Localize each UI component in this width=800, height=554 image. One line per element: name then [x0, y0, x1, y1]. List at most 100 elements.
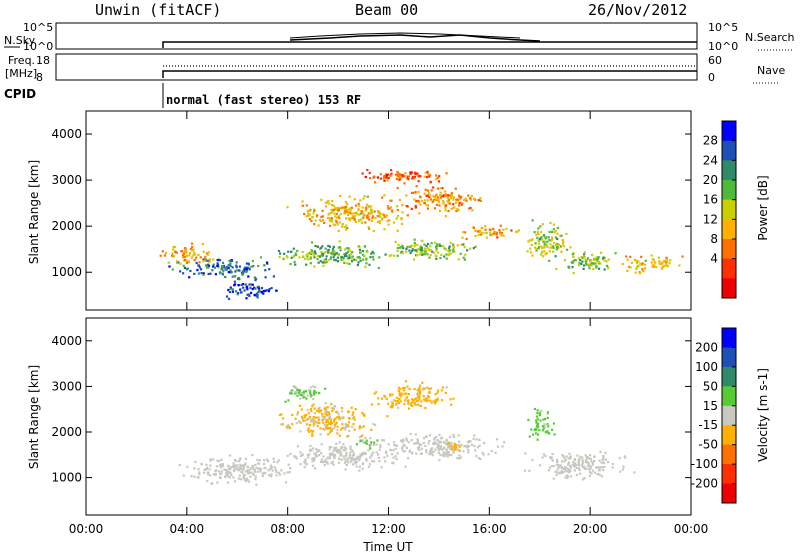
scatter-cell-4-180	[344, 201, 347, 204]
scatter-cell-1-47	[351, 463, 355, 466]
y-tick-label-2: 3000	[51, 173, 82, 187]
scatter-cell-5-131	[397, 406, 400, 409]
scatter-cell-5-81	[439, 191, 442, 194]
scatter-cell-3-123	[549, 456, 552, 459]
scatter-cell-6-27	[499, 224, 502, 227]
scatter-cell-2-94	[313, 265, 316, 268]
x-tick-label-4: 16:00	[472, 522, 507, 536]
scatter-cell-3-63	[589, 454, 592, 457]
scatter-cell-2-173	[405, 437, 408, 440]
scatter-cell-6-33	[295, 386, 298, 390]
scatter-cell-4-69	[321, 413, 324, 416]
scatter-cell-5-112	[432, 199, 435, 202]
scatter-cell-5-107	[444, 204, 447, 208]
colorbar-swatch-8	[722, 483, 736, 504]
scatter-cell-3-53	[564, 476, 567, 479]
scatter-cell-5-128	[414, 204, 417, 208]
scatter-cell-2-117	[346, 262, 349, 265]
scatter-cell-2-128	[316, 254, 319, 257]
scatter-cell-3-62	[551, 459, 554, 462]
scatter-cell-0-70	[197, 264, 201, 267]
scatter-cell-5-58	[446, 200, 449, 203]
scatter-cell-5-50	[414, 398, 417, 401]
scatter-cell-4-50	[352, 416, 356, 419]
scatter-cell-4-22	[374, 217, 377, 220]
scatter-cell-2-47	[439, 445, 443, 448]
scatter-cell-4-32	[379, 215, 382, 218]
scatter-cell-4-36	[325, 421, 328, 424]
scatter-cell-4-171	[347, 421, 350, 424]
scatter-cell-3-40	[557, 466, 560, 469]
colorbar-tick-label-5: 8	[710, 232, 718, 246]
scatter-cell-6-37	[291, 389, 294, 392]
scatter-cell-1-46	[356, 457, 359, 460]
scatter-cell-10-34	[185, 255, 188, 258]
scatter-cell-5-94	[417, 200, 420, 203]
scatter-cell-4-161	[338, 434, 341, 437]
scatter-cell-0-150	[230, 466, 233, 469]
scatter-cell-5-120	[455, 209, 458, 213]
scatter-cell-2-40	[474, 449, 477, 452]
scatter-cell-11-52	[423, 175, 426, 178]
scatter-cell-0-133	[258, 467, 261, 470]
scatter-cell-0-8	[233, 458, 236, 462]
scatter-cell-0-18	[245, 262, 248, 265]
scatter-cell-4-19	[360, 210, 363, 213]
scatter-cell-2-179	[466, 441, 469, 444]
scatter-cell-0-191	[220, 470, 223, 473]
scatter-cell-0-120	[272, 275, 275, 278]
scatter-cell-1-158	[344, 455, 347, 458]
scatter-cell-9-60	[639, 262, 642, 265]
scatter-cell-8-0	[541, 429, 544, 432]
scatter-cell-0-128	[220, 458, 223, 461]
scatter-cell-5-104	[416, 389, 419, 392]
scatter-cell-2-101	[416, 438, 419, 441]
scatter-cell-7-26	[541, 223, 544, 226]
scatter-cell-4-204	[361, 426, 364, 429]
scatter-cell-0-32	[266, 262, 269, 265]
scatter-cell-3-99	[463, 258, 466, 261]
scatter-cell-2-118	[327, 248, 330, 251]
scatter-cell-0-107	[220, 466, 223, 469]
scatter-cell-0-113	[221, 272, 224, 275]
scatter-cell-4-198	[377, 211, 380, 214]
scatter-cell-3-138	[573, 464, 576, 467]
scatter-cell-4-197	[308, 209, 311, 212]
scatter-cell-7-19	[548, 230, 551, 233]
scatter-cell-5-79	[407, 402, 410, 405]
scatter-cell-0-112	[193, 475, 196, 478]
scatter-cell-6-10	[517, 229, 520, 232]
scatter-cell-8-78	[586, 257, 590, 260]
scatter-cell-9-10	[453, 442, 456, 445]
scatter-cell-5-60	[410, 403, 413, 406]
scatter-cell-7-22	[552, 250, 555, 253]
scatter-cell-2-185	[401, 446, 404, 449]
scatter-cell-4-23	[308, 430, 311, 433]
scatter-cell-3-22	[474, 245, 477, 248]
scatter-cell-9-12	[453, 444, 457, 447]
scatter-cell-10-18	[176, 260, 179, 263]
scatter-cell-4-157	[321, 215, 325, 218]
scatter-cell-2-53	[325, 261, 328, 264]
scatter-cell-4-110	[328, 219, 331, 222]
scatter-cell-7-96	[556, 226, 559, 229]
scatter-cell-11-75	[385, 174, 388, 177]
scatter-cell-4-89	[362, 216, 365, 219]
scatter-cell-2-71	[390, 453, 394, 456]
scatter-cell-0-46	[268, 268, 271, 271]
scatter-cell-5-77	[404, 399, 407, 402]
scatter-cell-3-23	[396, 249, 399, 253]
scatter-cell-2-95	[312, 254, 315, 257]
scatter-cell-0-33	[197, 468, 200, 471]
scatter-cell-7-94	[551, 238, 554, 241]
scatter-cell-4-17	[324, 411, 327, 414]
scatter-cell-4-7	[406, 214, 409, 217]
scatter-cell-5-40	[401, 204, 404, 207]
scatter-cell-5-127	[447, 194, 450, 197]
scatter-cell-8-16	[546, 412, 549, 415]
scatter-cell-5-70	[444, 206, 447, 209]
scatter-cell-0-112	[168, 265, 171, 268]
scatter-cell-11-47	[426, 170, 429, 173]
colorbar-swatch-1	[722, 140, 736, 161]
scatter-cell-0-64	[182, 272, 185, 275]
